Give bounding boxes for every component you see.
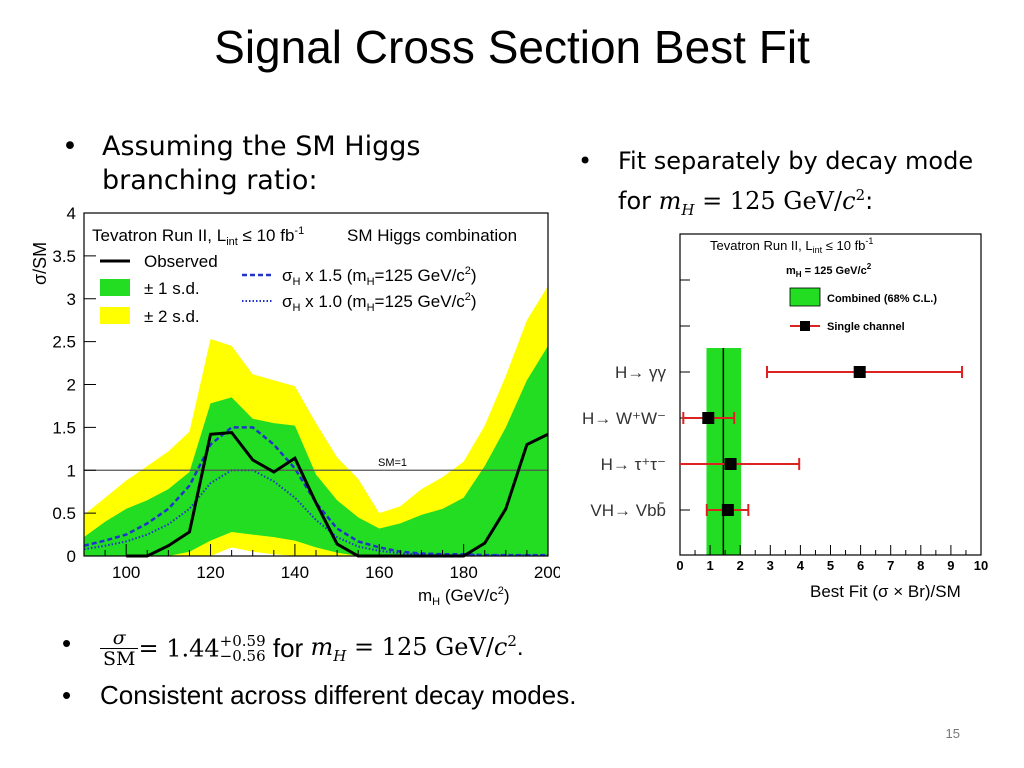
left-bullet-line1: Assuming the SM Higgs xyxy=(102,131,421,162)
result-bullet: • σ SM = 1.44 +0.59 −0.56 for mH = 125 GeV/c… xyxy=(62,628,524,669)
left-bullet-line2: branching ratio: xyxy=(102,165,318,196)
consistency-bullet: • Consistent across different decay mode… xyxy=(62,680,576,711)
channel-marker xyxy=(724,458,737,470)
right-bullet-line1: Fit separately by decay mode xyxy=(618,147,974,175)
x-tick-label: 120 xyxy=(196,563,224,582)
mass-value: = 125 GeV/ xyxy=(694,187,843,215)
x-tick-label: 0 xyxy=(676,558,683,573)
legend-band1-label: ± 1 s.d. xyxy=(144,279,200,298)
x-tick-label: 7 xyxy=(887,558,894,573)
x-tick-label: 160 xyxy=(365,563,393,582)
mass-symbol: m xyxy=(310,633,334,662)
legend-combined-label: Combined (68% C.L.) xyxy=(827,293,937,305)
sm-reference-label: SM=1 xyxy=(378,457,407,469)
legend-sigma15-label: σH x 1.5 (mH=125 GeV/c2) xyxy=(282,265,477,288)
x-tick-label: 9 xyxy=(947,558,954,573)
x-tick-label: 100 xyxy=(112,563,140,582)
channel-best-fit-chart: H→ γγH→ W⁺W⁻H→ τ⁺τ⁻VH→ Vbb̄0 1 2 3 4 5 6 7 8 9 10 … xyxy=(582,233,988,601)
y-tick-label: 3.5 xyxy=(52,247,76,266)
slide-title: Signal Cross Section Best Fit xyxy=(214,21,810,73)
result-errors: +0.59 −0.56 xyxy=(219,631,266,665)
y-tick-label: 3 xyxy=(67,290,76,309)
y-tick-label: 2 xyxy=(67,376,76,395)
legend-observed-label: Observed xyxy=(144,252,218,271)
y-tick-label: 2.5 xyxy=(52,333,76,352)
exponent: 2 xyxy=(507,632,517,651)
x-tick-label: 140 xyxy=(281,563,309,582)
x-tick-label: 6 xyxy=(857,558,864,573)
bullet-dot: • xyxy=(62,131,78,162)
for-word: for xyxy=(272,633,304,663)
legend-band2-label: ± 2 s.d. xyxy=(144,307,200,326)
period: . xyxy=(516,634,524,662)
y-tick-label: 1.5 xyxy=(52,418,76,437)
channel-marker xyxy=(853,366,866,378)
legend-band2-swatch xyxy=(100,307,130,324)
right-bullet-line2: for mH = 125 GeV/c2: xyxy=(578,178,1018,227)
speed-of-light: c xyxy=(842,187,856,215)
x-tick-label: 200 xyxy=(534,563,560,582)
result-formula: σ SM = 1.44 +0.59 −0.56 for mH = 125 GeV/c2. xyxy=(100,628,524,669)
mass-subscript: H xyxy=(681,200,695,219)
bullet-dot: • xyxy=(62,680,72,710)
legend-sigma10-label: σH x 1.0 (mH=125 GeV/c2) xyxy=(282,291,477,314)
x-tick-label: 8 xyxy=(917,558,924,573)
x-tick-label: 2 xyxy=(737,558,744,573)
channel-marker xyxy=(702,412,715,424)
band-1sd xyxy=(84,345,548,556)
x-tick-label: 3 xyxy=(767,558,774,573)
chart2-subtitle: mH = 125 GeV/c2 xyxy=(786,262,872,279)
chart1-title-right: SM Higgs combination xyxy=(347,226,517,245)
x-tick-label: 1 xyxy=(706,558,713,573)
x-tick-label: 4 xyxy=(797,558,805,573)
channel-marker xyxy=(721,504,734,516)
combined-limit-chart: 100 120 140 160 180 200 0 0.5 1 1.5 2 2.5 3 3.5 4 Teva… xyxy=(30,205,560,608)
y-tick-label: 4 xyxy=(67,205,76,223)
x-tick-label: 10 xyxy=(974,558,988,573)
chart1-xlabel: mH (GeV/c2) xyxy=(418,585,510,608)
mass-value: = 125 GeV/ xyxy=(346,633,494,662)
for-word: for xyxy=(618,187,651,215)
y-tick-label: 0.5 xyxy=(52,504,76,523)
legend-single-swatch-marker xyxy=(800,321,810,331)
x-tick-label: 180 xyxy=(449,563,477,582)
channel-label: H→ W⁺W⁻ xyxy=(582,409,666,428)
chart1-ylabel: σ/SM xyxy=(30,242,50,285)
right-bullet: • Fit separately by decay mode for mH = … xyxy=(578,144,1018,227)
chart2-xlabel: Best Fit (σ × Br)/SM xyxy=(810,582,961,601)
fraction-denominator: SM xyxy=(103,648,136,670)
channel-label: H→ γγ xyxy=(615,363,667,382)
observed-line xyxy=(126,430,549,558)
chart1-title: Tevatron Run II, Lint ≤ 10 fb-1 xyxy=(92,225,304,248)
left-bullet: • Assuming the SM Higgs branching ratio: xyxy=(62,130,482,198)
chart2-title: Tevatron Run II, Lint ≤ 10 fb-1 xyxy=(710,236,873,255)
sigma-over-sm: σ SM xyxy=(100,628,139,670)
legend-band1-swatch xyxy=(100,279,130,296)
y-tick-label: 0 xyxy=(67,547,76,566)
x-tick-label: 5 xyxy=(827,558,834,573)
consistency-text: Consistent across different decay modes. xyxy=(100,680,577,710)
page-number: 15 xyxy=(945,726,960,741)
upper-error: +0.59 xyxy=(219,631,266,650)
channel-label: H→ τ⁺τ⁻ xyxy=(601,455,666,474)
legend-combined-swatch xyxy=(789,287,821,307)
speed-of-light: c xyxy=(493,633,508,662)
mass-symbol: m xyxy=(658,187,682,215)
colon: : xyxy=(865,187,874,215)
legend-single-label: Single channel xyxy=(827,321,905,333)
channel-label: VH→ Vbb̄ xyxy=(590,501,666,520)
mass-subscript: H xyxy=(333,646,347,665)
expected-sigma10-line xyxy=(83,469,548,557)
exponent: 2 xyxy=(855,186,866,204)
y-tick-label: 1 xyxy=(67,461,76,480)
lower-error: −0.56 xyxy=(219,646,266,665)
fraction-numerator: σ xyxy=(100,628,139,649)
bullet-dot: • xyxy=(578,147,593,175)
bullet-dot: • xyxy=(62,628,72,658)
result-value: = 1.44 xyxy=(138,634,220,663)
